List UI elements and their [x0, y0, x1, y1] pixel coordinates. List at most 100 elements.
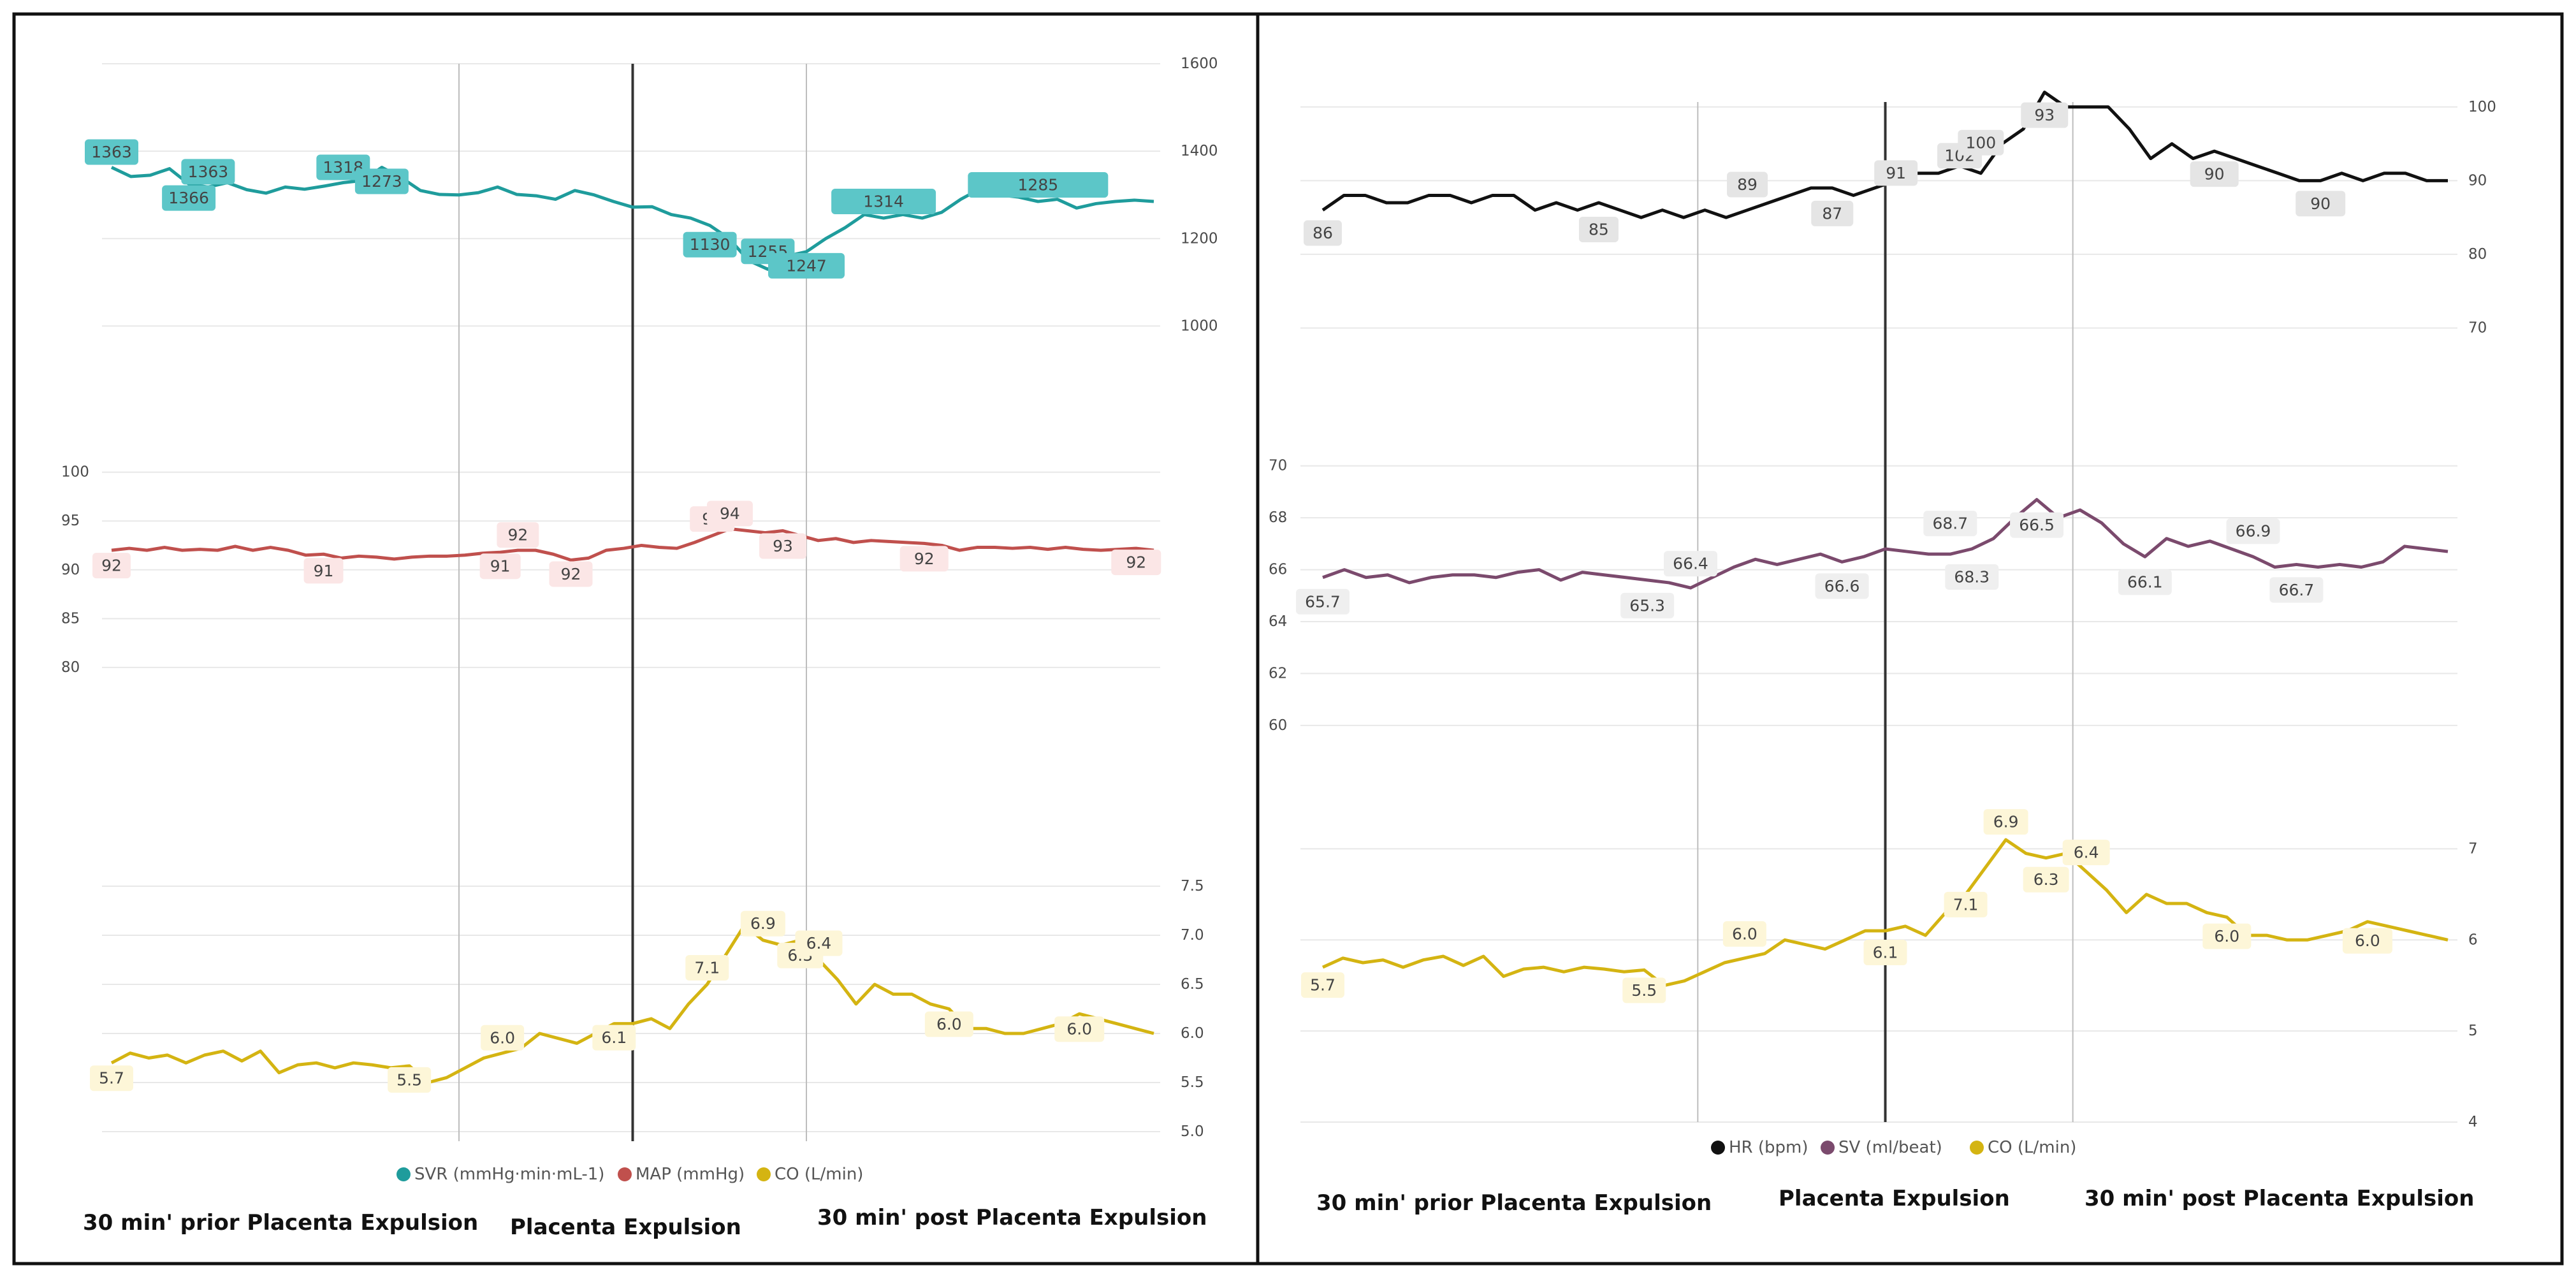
legend-marker-svr [397, 1167, 411, 1181]
axis-tick-label: 62 [1269, 665, 1287, 682]
data-label-map: 93 [773, 537, 793, 555]
axis-tick-label: 64 [1269, 613, 1287, 630]
axis-tick-label: 70 [1269, 458, 1287, 474]
data-label-bg [1111, 550, 1161, 576]
axis-tick-label: 7 [2468, 840, 2478, 857]
data-label-bg [768, 252, 845, 279]
legend-marker-sv [1821, 1141, 1835, 1155]
data-label-bg [1727, 171, 1768, 198]
legend-map: MAP (mmHg) [636, 1165, 745, 1184]
left-axis-ticks: 1000 1200 1400 1600 80 85 90 95 100 5.0 5.5 6.0 6.5 7… [61, 55, 1218, 1140]
data-label-svr: 1363 [91, 143, 132, 161]
axis-tick-label: 4 [2468, 1114, 2478, 1130]
data-label-co: 5.5 [1631, 981, 1657, 1000]
phase-label-post: 30 min' post Placenta Expulsion [817, 1205, 1207, 1230]
data-label-co: 6.0 [936, 1015, 962, 1033]
data-label-hr: 91 [1886, 164, 1906, 182]
data-label-bg [740, 910, 785, 937]
left-gridlines [102, 63, 1160, 1132]
data-label-co: 6.3 [2034, 870, 2059, 889]
data-label-sv: 66.4 [1673, 555, 1708, 573]
data-label-co: 7.1 [694, 959, 720, 977]
axis-tick-label: 66 [1269, 562, 1287, 578]
data-label-bg [388, 1067, 432, 1093]
data-label-co: 6.0 [1066, 1020, 1092, 1039]
data-label-co: 6.0 [2355, 931, 2380, 950]
data-label-map: 92 [507, 526, 528, 544]
axis-tick-label: 1600 [1181, 55, 1218, 72]
legend-marker-map [618, 1167, 632, 1181]
data-label-bg [2296, 191, 2346, 217]
series-line-co [1321, 838, 2449, 988]
data-label-bg [1664, 551, 1718, 577]
data-label-bg [1945, 564, 1999, 590]
data-label-sv: 66.9 [2236, 522, 2271, 541]
axis-tick-label: 90 [2468, 172, 2487, 189]
axis-tick-label: 5.5 [1181, 1074, 1204, 1091]
phase-label-prior-right: 30 min' prior Placenta Expulsion [1316, 1190, 1712, 1216]
right-legend: HR (bpm) SV (ml/beat) CO (L/min) [1711, 1138, 2076, 1157]
data-label-bg [162, 185, 216, 211]
data-label-bg [1296, 588, 1350, 615]
axis-tick-label: 100 [2468, 99, 2496, 115]
data-label-bg [831, 189, 936, 215]
data-label-bg [1944, 891, 1988, 917]
left-legend: SVR (mmHg·min·mL-1) MAP (mmHg) CO (L/min… [397, 1165, 863, 1184]
data-label-bg [354, 168, 409, 194]
legend-marker-co-right [1970, 1141, 1984, 1155]
axis-tick-label: 80 [61, 659, 80, 676]
legend-sv: SV (ml/beat) [1838, 1138, 1942, 1157]
data-label-co: 6.1 [1873, 944, 1898, 962]
data-label-bg [1578, 217, 1619, 242]
data-label-bg [2021, 102, 2069, 128]
data-label-co: 6.9 [750, 914, 776, 933]
data-label-bg [592, 1025, 636, 1051]
data-label-bg [85, 139, 138, 165]
data-label-bg [92, 553, 131, 579]
axis-tick-label: 6.5 [1181, 976, 1204, 993]
data-label-bg [303, 558, 344, 584]
series-line-sv [1322, 498, 2449, 590]
data-label-co: 5.7 [99, 1069, 124, 1088]
data-label-hr: 86 [1313, 224, 1333, 242]
data-label-map: 92 [561, 565, 581, 583]
left-phase-markers [458, 64, 807, 1141]
data-label-map: 92 [914, 550, 935, 568]
axis-tick-label: 5.0 [1181, 1123, 1204, 1140]
data-label-bg [1304, 220, 1342, 246]
data-label-bg [968, 172, 1109, 198]
data-label-hr: 90 [2310, 194, 2331, 213]
axis-tick-label: 1400 [1181, 143, 1218, 159]
data-label-sv: 66.1 [2127, 573, 2163, 592]
data-label-bg [685, 955, 729, 981]
data-label-co: 5.7 [1310, 976, 1335, 995]
data-label-co: 6.9 [1993, 813, 2019, 831]
axis-tick-label: 5 [2468, 1023, 2478, 1039]
right-axis-ticks: 70 80 90 100 60 62 64 66 68 70 4 5 6 7 [1269, 99, 2496, 1130]
right-gridlines [1300, 106, 2457, 1123]
data-label-bg [1983, 809, 2028, 835]
axis-tick-label: 80 [2468, 246, 2487, 263]
data-label-bg [1863, 940, 1907, 965]
data-label-svr: 1366 [168, 189, 209, 207]
data-label-sv: 65.3 [1629, 596, 1665, 615]
data-label-bg [1815, 573, 1869, 599]
data-label-map: 94 [720, 504, 740, 523]
data-label-sv: 65.7 [1305, 592, 1341, 611]
data-label-hr: 85 [1589, 221, 1609, 239]
data-label-bg [2062, 840, 2110, 866]
data-label-sv: 68.7 [1932, 514, 1968, 533]
data-label-svr: 1273 [361, 172, 402, 191]
data-label-bg [1958, 129, 2004, 156]
data-label-bg [706, 500, 753, 527]
data-label-bg [795, 930, 843, 956]
figure-border [12, 12, 2564, 1266]
legend-hr: HR (bpm) [1729, 1138, 1808, 1157]
data-label-bg [683, 231, 737, 258]
data-label-bg [2342, 928, 2392, 954]
data-label-co: 6.1 [601, 1028, 627, 1047]
data-label-co: 6.0 [1732, 924, 1757, 943]
data-label-co: 5.5 [397, 1070, 422, 1089]
data-label-bg [479, 553, 521, 580]
